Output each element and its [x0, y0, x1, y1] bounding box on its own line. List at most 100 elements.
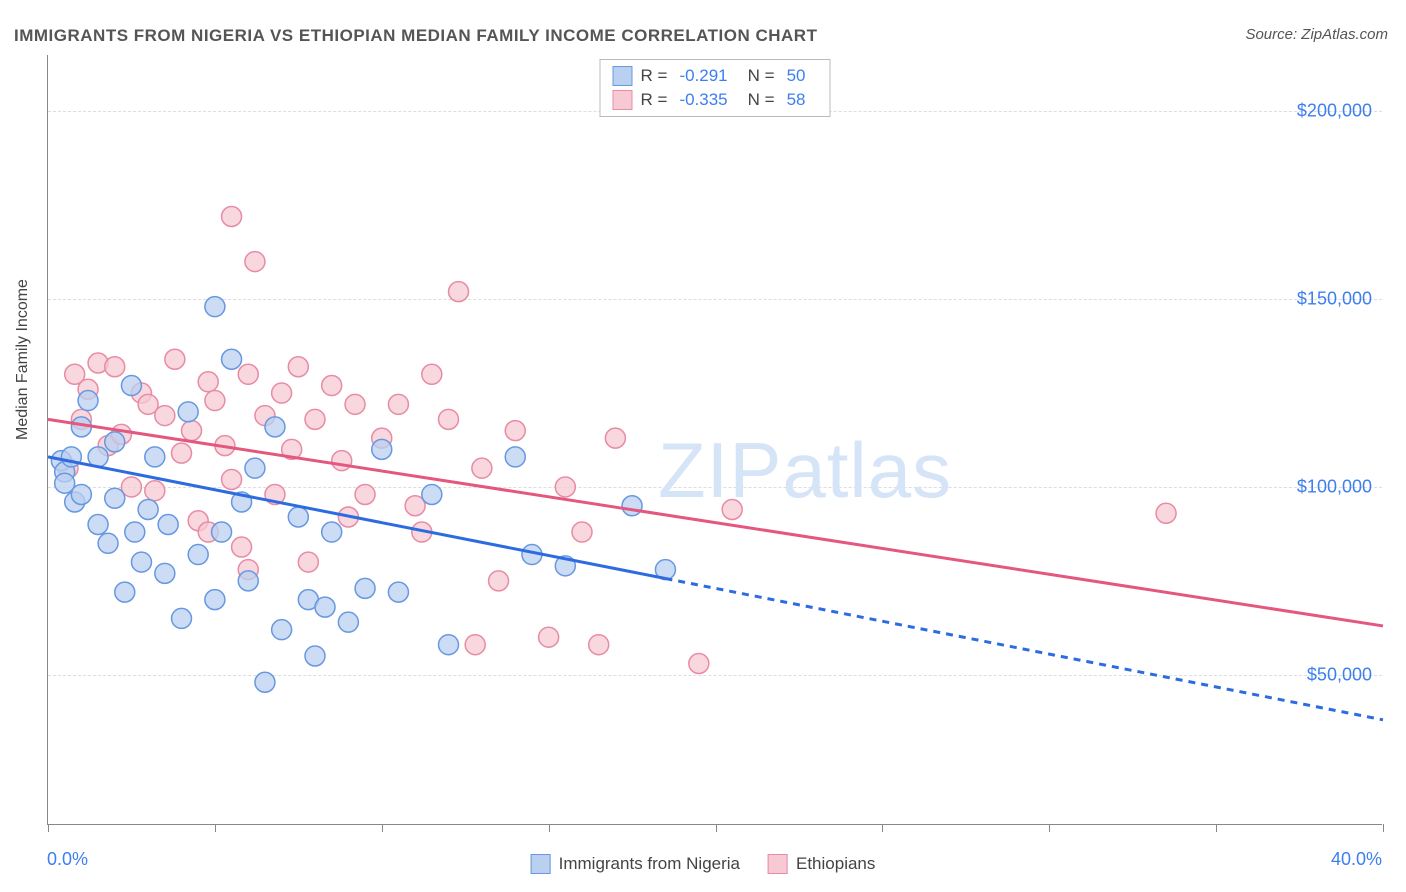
- x-tick: [215, 824, 216, 832]
- data-point: [722, 499, 742, 519]
- data-point: [422, 484, 442, 504]
- trend-line: [665, 579, 1383, 720]
- x-tick: [882, 824, 883, 832]
- data-point: [138, 499, 158, 519]
- data-point: [355, 484, 375, 504]
- legend-label-ethiopia: Ethiopians: [796, 854, 875, 874]
- data-point: [155, 563, 175, 583]
- data-point: [71, 484, 91, 504]
- data-point: [315, 597, 335, 617]
- legend-item-nigeria: Immigrants from Nigeria: [531, 854, 740, 874]
- data-point: [288, 507, 308, 527]
- x-tick: [716, 824, 717, 832]
- data-point: [372, 439, 392, 459]
- data-point: [622, 496, 642, 516]
- data-point: [205, 297, 225, 317]
- data-point: [245, 252, 265, 272]
- data-point: [172, 608, 192, 628]
- data-point: [439, 409, 459, 429]
- data-point: [131, 552, 151, 572]
- data-point: [305, 409, 325, 429]
- data-point: [198, 372, 218, 392]
- data-point: [605, 428, 625, 448]
- data-point: [322, 376, 342, 396]
- y-tick-label: $200,000: [1297, 101, 1372, 122]
- data-point: [178, 402, 198, 422]
- x-axis-max-label: 40.0%: [1331, 849, 1382, 870]
- data-point: [222, 469, 242, 489]
- legend-item-ethiopia: Ethiopians: [768, 854, 875, 874]
- y-tick-label: $150,000: [1297, 289, 1372, 310]
- data-point: [155, 406, 175, 426]
- data-point: [298, 552, 318, 572]
- data-point: [212, 522, 232, 542]
- data-point: [449, 282, 469, 302]
- data-point: [505, 447, 525, 467]
- y-tick-label: $100,000: [1297, 476, 1372, 497]
- data-point: [255, 672, 275, 692]
- data-point: [105, 432, 125, 452]
- data-point: [465, 635, 485, 655]
- swatch-nigeria-icon: [531, 854, 551, 874]
- x-axis-min-label: 0.0%: [47, 849, 88, 870]
- data-point: [105, 357, 125, 377]
- data-point: [555, 477, 575, 497]
- data-point: [158, 515, 178, 535]
- chart-title: IMMIGRANTS FROM NIGERIA VS ETHIOPIAN MED…: [14, 26, 817, 46]
- data-point: [322, 522, 342, 542]
- data-point: [165, 349, 185, 369]
- data-point: [272, 383, 292, 403]
- swatch-ethiopia-icon: [768, 854, 788, 874]
- data-point: [265, 417, 285, 437]
- data-point: [188, 545, 208, 565]
- data-point: [589, 635, 609, 655]
- data-point: [222, 349, 242, 369]
- data-point: [182, 421, 202, 441]
- x-tick: [1049, 824, 1050, 832]
- data-point: [121, 376, 141, 396]
- data-point: [472, 458, 492, 478]
- data-point: [245, 458, 265, 478]
- data-point: [98, 533, 118, 553]
- data-point: [172, 443, 192, 463]
- data-point: [388, 582, 408, 602]
- data-point: [305, 646, 325, 666]
- scatter-plot-svg: [48, 55, 1382, 824]
- x-tick: [549, 824, 550, 832]
- data-point: [355, 578, 375, 598]
- data-point: [338, 612, 358, 632]
- data-point: [288, 357, 308, 377]
- data-point: [1156, 503, 1176, 523]
- data-point: [222, 207, 242, 227]
- y-tick-label: $50,000: [1307, 664, 1372, 685]
- data-point: [125, 522, 145, 542]
- data-point: [88, 515, 108, 535]
- data-point: [238, 364, 258, 384]
- x-tick: [1216, 824, 1217, 832]
- y-axis-label: Median Family Income: [14, 279, 32, 440]
- data-point: [539, 627, 559, 647]
- data-point: [439, 635, 459, 655]
- data-point: [345, 394, 365, 414]
- data-point: [145, 481, 165, 501]
- data-point: [78, 391, 98, 411]
- legend-label-nigeria: Immigrants from Nigeria: [559, 854, 740, 874]
- data-point: [422, 364, 442, 384]
- data-point: [272, 620, 292, 640]
- series-legend: Immigrants from Nigeria Ethiopians: [531, 854, 876, 874]
- data-point: [232, 537, 252, 557]
- data-point: [238, 571, 258, 591]
- x-tick: [382, 824, 383, 832]
- data-point: [145, 447, 165, 467]
- data-point: [489, 571, 509, 591]
- x-tick: [1383, 824, 1384, 832]
- trend-line: [48, 419, 1383, 626]
- data-point: [115, 582, 135, 602]
- source-label: Source: ZipAtlas.com: [1245, 26, 1388, 43]
- data-point: [105, 488, 125, 508]
- data-point: [205, 590, 225, 610]
- x-tick: [48, 824, 49, 832]
- data-point: [689, 653, 709, 673]
- data-point: [388, 394, 408, 414]
- data-point: [505, 421, 525, 441]
